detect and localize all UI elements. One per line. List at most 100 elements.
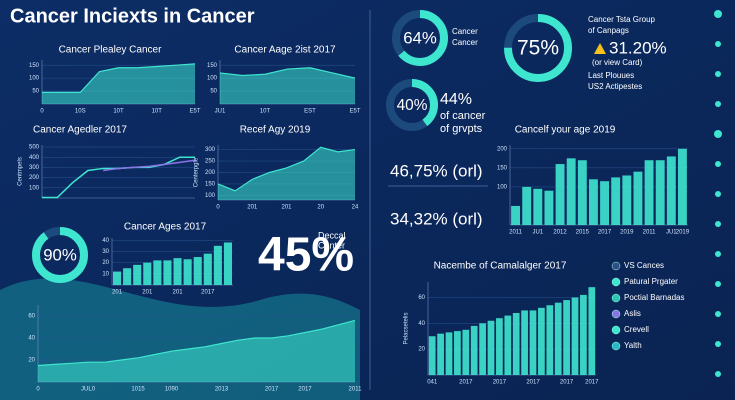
y-tick-label: 40 — [102, 238, 109, 244]
legend-label: Yalth — [624, 341, 642, 350]
y-tick-label: 100 — [29, 76, 40, 82]
legend-label: Crevell — [624, 325, 649, 334]
y-tick-label: 100 — [29, 185, 40, 191]
bar — [571, 297, 579, 375]
area-fill — [38, 320, 355, 382]
donut-caption: Cancer — [452, 27, 478, 36]
y-tick-label: 20 — [28, 358, 35, 364]
stat: 44% — [440, 91, 472, 108]
note: US2 Actipestes — [588, 82, 642, 91]
x-tick-label: 2017 — [598, 230, 612, 236]
y-tick-label: 500 — [29, 145, 40, 151]
bar — [428, 336, 436, 375]
bar — [183, 259, 192, 285]
warn-note: (or view Card) — [592, 58, 643, 67]
y-tick-label: 20 — [418, 347, 425, 353]
chart-title: Cancelf your age 2019 — [515, 125, 616, 136]
x-tick-label: 2012 — [553, 230, 567, 236]
x-tick-label: 201 — [173, 290, 184, 296]
x-tick-label: 2017 — [493, 380, 507, 386]
legend-swatch — [611, 293, 621, 303]
bar — [133, 264, 142, 285]
y-tick-label: 250 — [205, 159, 216, 165]
y-axis-label: Centerpgle — [194, 157, 200, 187]
bar — [203, 253, 212, 285]
y-tick-label: 30 — [102, 249, 109, 255]
stat: 46,75% (orl) — [390, 161, 483, 180]
bar — [611, 177, 621, 225]
x-tick-label: 2017 — [526, 380, 540, 386]
donut-label: 75% — [517, 37, 559, 60]
x-tick-label: 2015 — [576, 230, 590, 236]
donut-caption: Cancer — [452, 38, 478, 47]
bar — [193, 257, 202, 285]
big-stat: 45% — [258, 229, 354, 282]
y-tick-label: 300 — [205, 147, 216, 153]
x-tick-label: 10S — [75, 109, 86, 115]
y-tick-label: 150 — [29, 63, 40, 69]
bar — [213, 245, 222, 285]
bar — [521, 310, 528, 375]
donut-caption: of Canpags — [588, 26, 629, 35]
bar — [437, 333, 444, 375]
dots — [714, 10, 722, 377]
x-tick-label: E5T — [349, 109, 360, 115]
line — [103, 159, 196, 172]
y-tick-label: 300 — [29, 165, 40, 171]
legend-label: VS Cances — [624, 261, 664, 270]
legend-label: Poctial Barnadas — [624, 293, 684, 302]
bar — [544, 190, 554, 225]
bar — [529, 310, 537, 375]
x-tick-label: 0 — [36, 387, 40, 393]
y-axis-label: Centmpels — [18, 157, 24, 186]
y-tick-label: 150 — [497, 165, 508, 171]
x-tick-label: 10T — [152, 109, 163, 115]
bar — [470, 325, 478, 375]
bar — [504, 315, 512, 375]
bar — [554, 302, 562, 375]
bar — [143, 262, 152, 285]
y-tick-label: 50 — [32, 89, 39, 95]
y-tick-label: 150 — [207, 63, 218, 69]
x-tick-label: 2017 — [459, 380, 473, 386]
donut-caption: Cancer Tsta Group — [588, 15, 656, 24]
bar — [563, 300, 570, 375]
y-tick-label: 200 — [205, 170, 216, 176]
legend-label: Aslis — [624, 309, 641, 318]
y-tick-label: 200 — [497, 146, 508, 152]
legend-swatch — [611, 325, 621, 335]
x-tick-label: 201 — [112, 290, 123, 296]
note: Last Plouues — [588, 71, 634, 80]
y-tick-label: 100 — [207, 76, 218, 82]
legend-swatch — [611, 309, 621, 319]
area-fill — [218, 147, 355, 200]
chart-title: Cancer Agedler 2017 — [33, 125, 127, 136]
x-tick-label: 10T — [260, 109, 271, 115]
bar — [538, 307, 545, 375]
bar — [677, 148, 687, 225]
x-tick-label: 041 — [427, 380, 438, 386]
chart-title: Cancer Plealey Cancer — [59, 45, 162, 56]
bar — [555, 164, 565, 225]
stat-caption: of grvpts — [440, 123, 483, 135]
chart-title: Cancer Aage 2ist 2017 — [234, 45, 336, 56]
bar — [496, 318, 503, 375]
bar — [633, 171, 643, 225]
x-tick-label: 2011 — [509, 230, 523, 236]
x-tick-label: 24 — [352, 205, 359, 211]
warning-icon — [594, 43, 606, 54]
x-tick-label: 1015 — [131, 387, 145, 393]
y-axis-label: Pelacsetelis — [404, 312, 410, 344]
x-tick-label: 2017 — [585, 380, 599, 386]
bar — [462, 329, 470, 375]
donut-arc — [386, 79, 438, 131]
x-tick-label: 2017 — [201, 290, 215, 296]
x-tick-label: 201 — [281, 205, 292, 211]
y-tick-label: 200 — [29, 175, 40, 181]
page-title: Cancer Inciexts in Cancer — [10, 5, 255, 27]
x-tick-label: 2011 — [643, 230, 657, 236]
bar — [580, 294, 587, 375]
area-line — [42, 63, 196, 93]
warn-stat: 31.20% — [609, 38, 667, 57]
